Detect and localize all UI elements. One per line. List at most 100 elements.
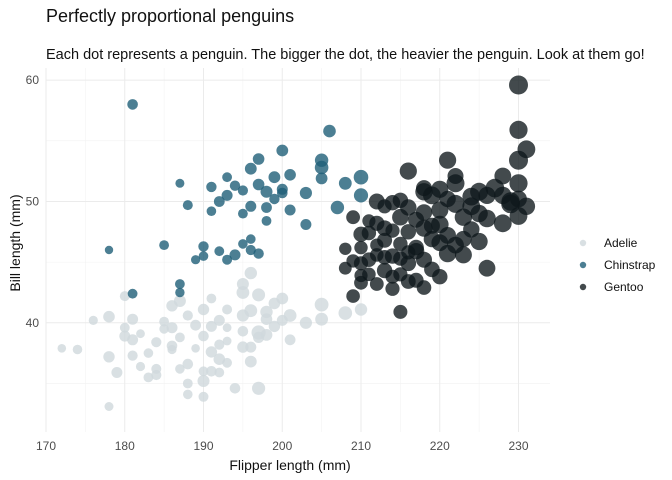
point-gentoo: [377, 232, 393, 248]
point-chinstrap: [260, 185, 273, 198]
point-adelie: [244, 304, 258, 318]
x-tick-label: 200: [272, 439, 292, 453]
point-adelie: [72, 344, 83, 355]
point-gentoo: [368, 193, 385, 210]
point-chinstrap: [314, 160, 329, 175]
point-adelie: [119, 322, 130, 333]
point-gentoo: [432, 269, 448, 285]
point-chinstrap: [175, 279, 185, 289]
point-adelie: [198, 330, 209, 342]
point-gentoo: [423, 217, 440, 234]
point-adelie: [245, 341, 257, 353]
point-gentoo: [509, 120, 528, 139]
point-adelie: [260, 329, 273, 341]
chart-subtitle: Each dot represents a penguin. The bigge…: [46, 47, 645, 63]
data-points: [57, 75, 536, 411]
point-adelie: [127, 313, 139, 325]
point-chinstrap: [237, 185, 248, 196]
point-adelie: [159, 316, 170, 327]
point-chinstrap: [191, 255, 201, 265]
point-gentoo: [400, 199, 417, 216]
point-gentoo: [393, 304, 408, 319]
point-adelie: [205, 320, 217, 332]
point-chinstrap: [353, 169, 369, 185]
point-adelie: [103, 310, 115, 323]
point-chinstrap: [198, 251, 209, 261]
y-tick-label: 60: [26, 73, 40, 87]
point-adelie: [182, 310, 193, 321]
point-gentoo: [370, 248, 384, 262]
point-chinstrap: [238, 208, 248, 219]
point-adelie: [103, 351, 115, 363]
point-adelie: [214, 367, 225, 378]
point-gentoo: [339, 242, 352, 255]
point-chinstrap: [323, 124, 336, 138]
point-chinstrap: [206, 206, 217, 216]
point-chinstrap: [299, 186, 312, 200]
point-gentoo: [493, 214, 512, 233]
point-adelie: [143, 372, 154, 383]
point-gentoo: [416, 280, 432, 295]
point-gentoo: [478, 209, 496, 228]
point-gentoo: [470, 232, 488, 251]
legend-key-chinstrap: [579, 261, 587, 269]
point-adelie: [237, 326, 249, 337]
point-gentoo: [415, 183, 433, 201]
point-adelie: [151, 337, 162, 348]
x-tick-label: 190: [193, 439, 213, 453]
point-gentoo: [400, 255, 417, 272]
point-chinstrap: [222, 172, 233, 183]
point-gentoo: [353, 256, 369, 271]
point-adelie: [314, 297, 329, 312]
x-axis-title: Flipper length (mm): [229, 457, 350, 473]
x-tick-label: 210: [351, 439, 371, 453]
point-chinstrap: [261, 202, 272, 213]
point-adelie: [104, 402, 114, 411]
y-tick-label: 50: [26, 194, 40, 208]
grid: [45, 68, 550, 432]
chart-title: Perfectly proportional penguins: [46, 6, 295, 26]
y-axis-ticks: 40 50 60: [26, 73, 40, 330]
point-chinstrap: [277, 187, 288, 199]
point-adelie: [143, 348, 154, 358]
point-chinstrap: [229, 180, 241, 191]
x-tick-label: 220: [430, 439, 450, 453]
point-chinstrap: [338, 176, 352, 190]
point-adelie: [127, 350, 138, 361]
point-chinstrap: [269, 193, 280, 205]
point-gentoo: [361, 225, 377, 241]
point-gentoo: [346, 289, 360, 303]
legend-key-gentoo: [579, 283, 587, 291]
point-adelie: [57, 344, 67, 353]
point-gentoo: [407, 243, 425, 260]
point-adelie: [315, 312, 328, 326]
point-chinstrap: [175, 287, 185, 298]
point-gentoo: [454, 246, 472, 264]
point-adelie: [252, 381, 266, 395]
point-chinstrap: [330, 200, 345, 215]
point-chinstrap: [252, 153, 265, 165]
point-adelie: [166, 322, 178, 334]
point-adelie: [190, 319, 202, 331]
point-gentoo: [509, 174, 528, 193]
point-adelie: [182, 378, 193, 389]
point-gentoo: [399, 162, 417, 180]
point-adelie: [198, 366, 209, 377]
point-chinstrap: [261, 216, 272, 226]
point-gentoo: [446, 174, 465, 193]
point-adelie: [119, 291, 130, 302]
y-tick-label: 40: [26, 316, 40, 330]
point-adelie: [205, 346, 218, 358]
x-tick-label: 180: [115, 439, 135, 453]
point-adelie: [229, 383, 241, 394]
point-adelie: [175, 364, 185, 374]
point-gentoo: [369, 277, 384, 291]
point-chinstrap: [284, 204, 296, 216]
point-adelie: [151, 363, 162, 374]
point-adelie: [338, 306, 353, 320]
point-gentoo: [400, 274, 416, 289]
point-adelie: [166, 340, 178, 352]
point-adelie: [222, 336, 232, 346]
point-adelie: [222, 304, 233, 315]
point-adelie: [197, 303, 210, 316]
